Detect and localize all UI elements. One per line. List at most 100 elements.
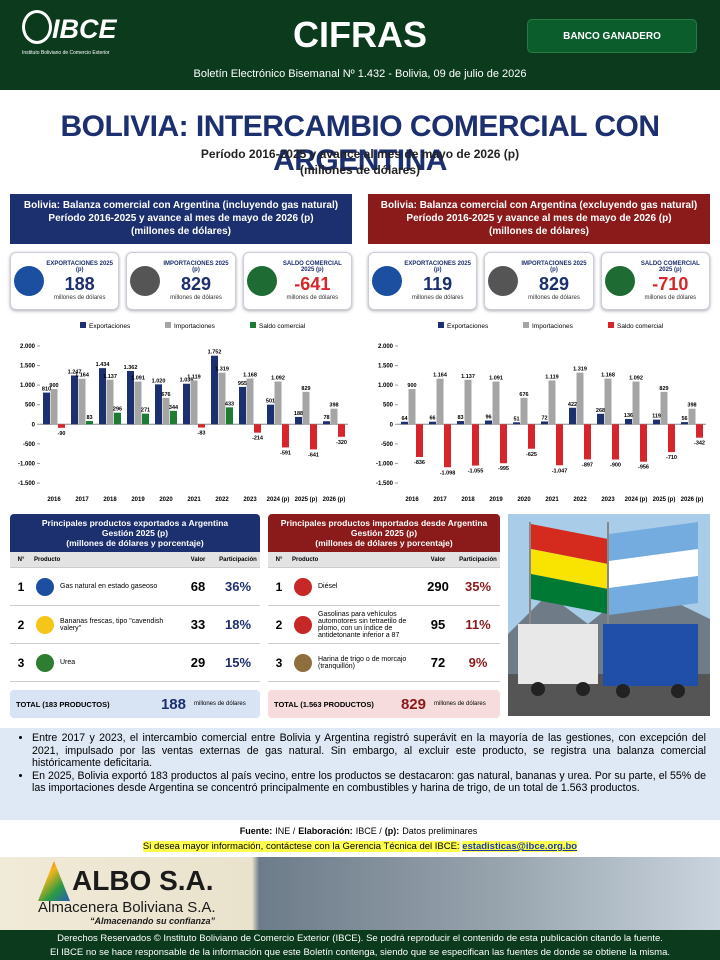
product-icon — [294, 615, 312, 634]
bar — [338, 424, 345, 437]
main-units: (millones de dólares) — [299, 163, 421, 177]
ad-logo — [38, 861, 70, 901]
value-label: -956 — [638, 465, 649, 471]
value-label: 78 — [323, 415, 329, 421]
table-title: Principales productos importados desde A… — [268, 514, 500, 552]
logo-caption: Instituto Boliviano de Comercio Exterior — [22, 50, 110, 56]
x-tick-label: 2017 — [75, 497, 89, 503]
table-cell: 36% — [224, 579, 252, 594]
value-label: 1.752 — [208, 350, 222, 356]
table-title-text: Principales productos exportados a Argen… — [41, 518, 229, 528]
bar — [155, 384, 162, 425]
bar — [106, 379, 114, 425]
bar — [302, 391, 310, 425]
bar — [134, 381, 142, 425]
value-label: 83 — [86, 415, 92, 421]
panel: Bolivia: Balanza comercial con Argentina… — [10, 194, 352, 508]
x-tick-label: 2019 — [131, 497, 145, 503]
table-cell: 72 — [430, 655, 446, 670]
x-tick-label: 2026 (p) — [681, 497, 704, 503]
table-cell: 3 — [17, 655, 25, 670]
source: Fuente: INE / Elaboración: IBCE / (p): Datos … — [0, 826, 720, 836]
y-tick-label: -1.500 — [376, 481, 394, 487]
bar — [429, 421, 436, 425]
total-row: TOTAL (1.563 PRODUCTOS) 829 millones de dó… — [268, 690, 500, 718]
bar — [569, 407, 576, 425]
bar — [170, 410, 177, 425]
main-title: BOLIVIA: INTERCAMBIO COMERCIAL CON ARGEN… — [60, 110, 660, 177]
value-label: 1.092 — [629, 376, 643, 382]
bar — [472, 424, 479, 466]
table-cell: 68 — [190, 579, 206, 594]
bar — [520, 397, 528, 425]
y-tick-label: 2.000 — [20, 344, 36, 350]
kpi-text: SALDO COMERCIAL 2025 (p) -641 millones de … — [277, 261, 348, 301]
value-label: 51 — [513, 416, 519, 422]
value-label: -1.055 — [468, 469, 484, 475]
contact-text: Si desea mayor información, contáctese c… — [142, 841, 460, 852]
value-label: -591 — [280, 450, 291, 456]
source-label: Elaboración: — [298, 826, 353, 836]
table-row: 1 Diésel 290 35% — [268, 568, 500, 606]
bar — [86, 421, 93, 425]
x-tick-label: 2020 — [159, 497, 173, 503]
kpi-icon — [130, 266, 161, 296]
column-header: Producto — [34, 556, 61, 563]
logo: IBCE — [52, 14, 117, 44]
logo-globe — [22, 10, 52, 44]
kpi-unit: millones de dólares — [528, 295, 580, 301]
kpi-label: EXPORTACIONES 2025 (p) — [404, 261, 471, 273]
table-subtitle: Gestión 2025 (p) — [350, 528, 418, 538]
kpi-label: SALDO COMERCIAL 2025 (p) — [282, 261, 342, 273]
column-header: N° — [275, 556, 283, 563]
x-tick-label: 2018 — [461, 497, 475, 503]
bar — [653, 419, 660, 425]
bar — [282, 424, 289, 448]
table-title: Principales productos exportados a Argen… — [10, 514, 260, 552]
contact-email[interactable]: estadisticas@ibce.org.bo — [462, 841, 578, 852]
footer: Derechos Reservados © Instituto Bolivian… — [0, 930, 720, 960]
legend-label: Saldo comercial — [617, 323, 664, 330]
kpi-text: IMPORTACIONES 2025 (p) 829 millones de dól… — [518, 261, 589, 301]
legend-label: Saldo comercial — [259, 323, 306, 330]
table-title-text: Principales productos importados desde A… — [280, 518, 488, 528]
bar — [401, 421, 408, 425]
bar — [295, 416, 302, 425]
column-header: Producto — [292, 556, 319, 563]
ad-name: ALBO S.A. — [72, 865, 214, 896]
value-label: -897 — [582, 462, 593, 468]
value-label: 398 — [329, 403, 338, 409]
y-tick-label: 2.000 — [378, 344, 394, 350]
x-tick-label: 2022 — [215, 497, 229, 503]
note: En 2025, Bolivia exportó 183 productos a… — [32, 770, 706, 795]
value-label: 1.137 — [461, 374, 475, 380]
y-tick-label: 0 — [32, 422, 36, 428]
value-label: 268 — [596, 408, 605, 414]
bar — [71, 375, 78, 425]
value-label: 1.137 — [103, 374, 117, 380]
bar — [198, 424, 205, 428]
bar — [696, 424, 703, 438]
value-label: 72 — [541, 415, 547, 421]
table-cell: 35% — [464, 579, 492, 594]
product-icon — [294, 577, 312, 596]
source-text: INE / — [275, 826, 296, 836]
x-tick-label: 2024 (p) — [267, 497, 290, 503]
value-label: 676 — [161, 392, 170, 398]
contact: Si desea mayor información, contáctese c… — [0, 841, 720, 852]
bar — [513, 422, 520, 425]
value-label: 296 — [113, 407, 122, 413]
value-label: 64 — [401, 416, 408, 422]
chart-title: Bolivia: Balanza comercial con Argentina… — [23, 200, 339, 211]
kpi-icon — [488, 266, 519, 296]
product-icon — [36, 615, 54, 634]
value-label: 398 — [687, 403, 696, 409]
column-header: Participación — [459, 556, 497, 563]
legend-swatch — [608, 322, 614, 328]
total-unit: millones de dólares — [434, 701, 486, 707]
value-label: -995 — [498, 466, 509, 472]
value-label: 1.091 — [489, 376, 503, 382]
value-label: 1.091 — [131, 376, 145, 382]
legend-label: Importaciones — [174, 323, 216, 330]
kpi-label: EXPORTACIONES 2025 (p) — [46, 261, 113, 273]
